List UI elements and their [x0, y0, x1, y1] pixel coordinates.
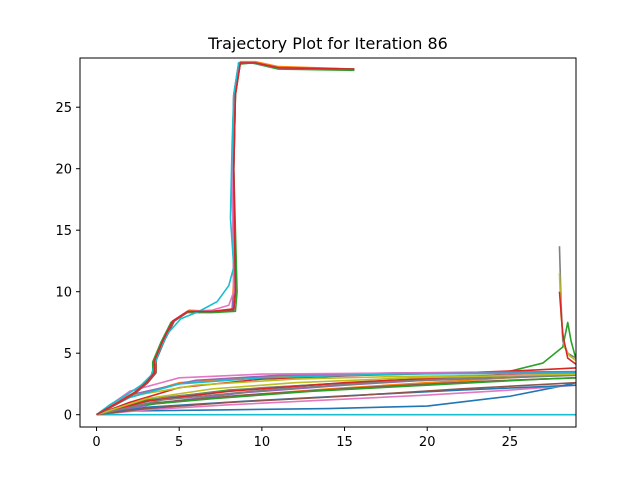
y-tick-label: 5 [64, 347, 72, 362]
y-tick-label: 15 [55, 224, 72, 239]
series-layer [96, 60, 576, 416]
y-tick-label: 20 [55, 163, 72, 178]
trajectory-line-31 [558, 291, 576, 365]
y-tick-label: 25 [55, 101, 72, 116]
y-tick-label: 10 [55, 286, 72, 301]
x-tick-label: 15 [336, 435, 353, 450]
x-tick-label: 20 [419, 435, 436, 450]
x-tick-label: 5 [175, 435, 183, 450]
chart-title: Trajectory Plot for Iteration 86 [207, 34, 448, 53]
ticks-layer: 0 5 10 15 20 25 0 5 10 15 20 25 [55, 101, 518, 450]
x-tick-label: 0 [92, 435, 100, 450]
x-tick-label: 25 [502, 435, 519, 450]
plot-frame [79, 57, 577, 428]
trajectory-line-1 [96, 381, 576, 416]
trajectory-line-27 [96, 62, 355, 416]
x-tick-label: 10 [254, 435, 271, 450]
trajectory-line-18 [96, 374, 576, 416]
trajectory-line-7 [96, 384, 576, 416]
trajectory-line-16 [96, 381, 576, 416]
trajectory-line-19 [96, 373, 576, 416]
y-tick-label: 0 [64, 409, 72, 424]
trajectory-line-28 [96, 62, 355, 416]
